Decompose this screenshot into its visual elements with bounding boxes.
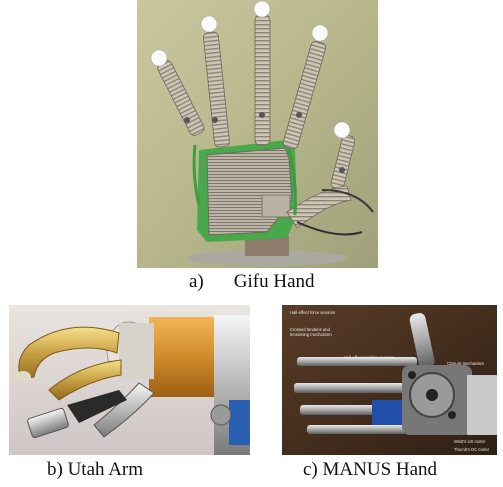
gifu-hand-illustration (137, 0, 378, 268)
manus-label-tensioning: tensioning mechanism (290, 332, 332, 337)
manus-label-position-sensors: Hall-effect position sensors (344, 355, 394, 360)
caption-gifu-prefix: a) (189, 271, 204, 292)
manus-hand-illustration: Hall-effect force sensors Crossed tendon… (282, 305, 497, 455)
manus-label-wrist-motor: Wrist's US motor (454, 439, 486, 444)
utah-arm-photo (9, 305, 250, 455)
manus-label-force-sensors: Hall-effect force sensors (290, 310, 335, 315)
manus-hand-photo: Hall-effect force sensors Crossed tendon… (282, 305, 497, 455)
caption-gifu-hand: a) Gifu Hand (189, 271, 315, 293)
utah-arm-illustration (9, 305, 250, 455)
manus-label-closure: Closure mechanism (447, 361, 485, 366)
gifu-hand-photo (137, 0, 378, 268)
manus-label-thumb-motor: Thumb's DC motor (454, 447, 490, 452)
caption-utah-arm: b) Utah Arm (47, 459, 144, 480)
caption-manus-hand: c) MANUS Hand (303, 459, 438, 480)
manus-label-crossed-tendons: Crossed tendons and (290, 327, 330, 332)
caption-gifu-text: Gifu Hand (233, 271, 315, 292)
